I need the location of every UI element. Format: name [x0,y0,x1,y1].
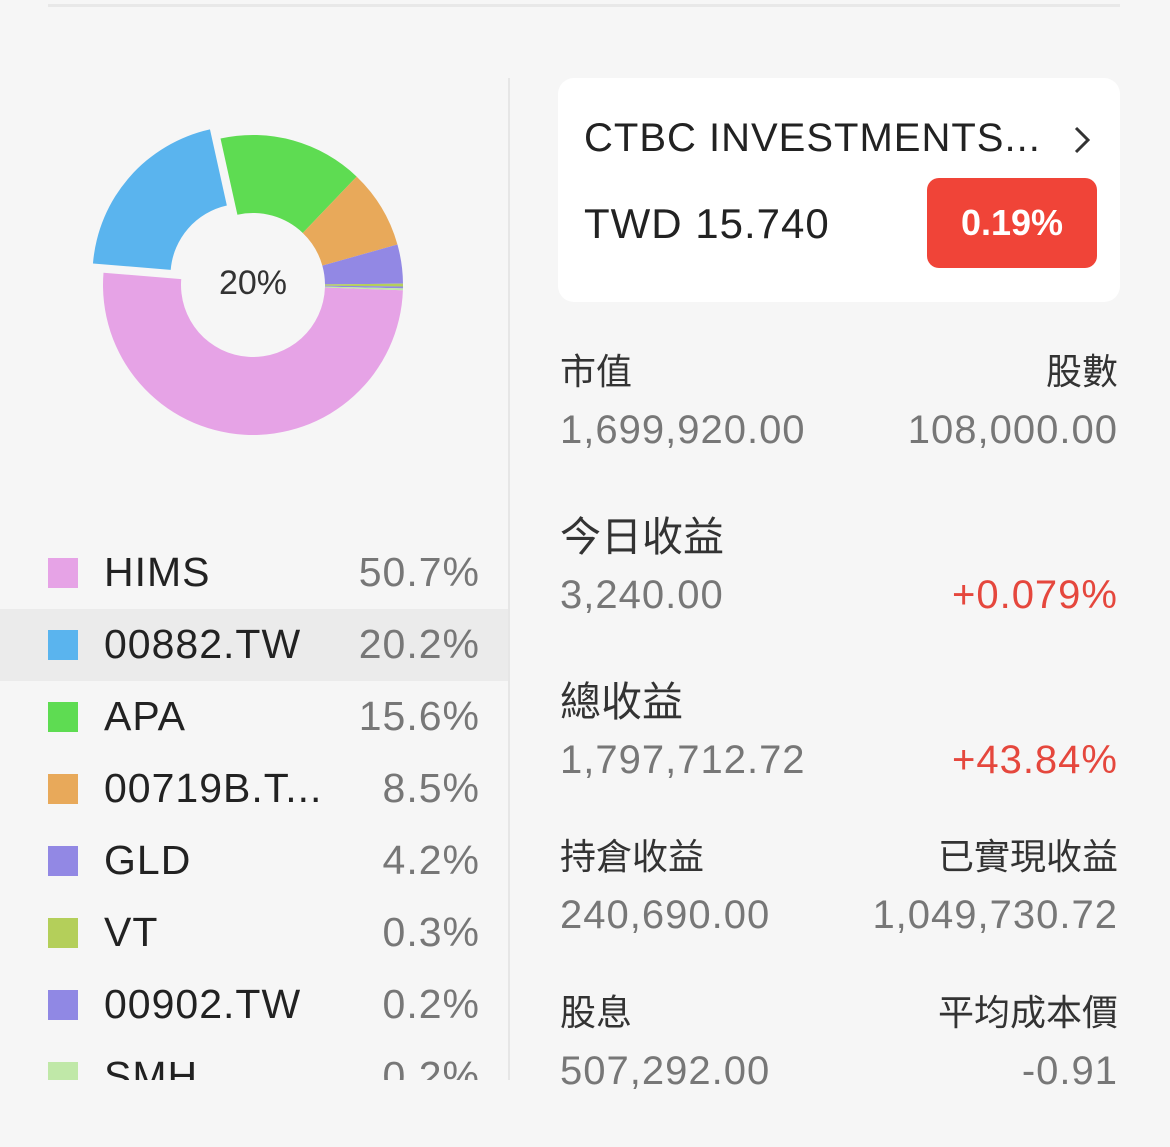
legend-row[interactable]: 00719B.T... 8.5% [0,753,508,825]
legend-percent: 0.2% [382,1053,480,1080]
stat-value: 507,292.00 [560,1049,771,1093]
legend-swatch [48,990,78,1020]
legend-percent: 0.3% [382,909,480,955]
pie-slice [324,286,403,291]
stat-value: +0.079% [951,573,1118,617]
legend-swatch [48,846,78,876]
panel-divider [508,78,510,1080]
legend-row[interactable]: 00902.TW 0.2% [0,969,508,1041]
top-divider [48,4,1120,7]
stat-value: 240,690.00 [560,893,771,937]
legend-swatch [48,702,78,732]
legend-swatch [48,1062,78,1080]
pie-slice [322,244,403,285]
legend-percent: 15.6% [358,693,480,739]
legend-row[interactable]: APA 15.6% [0,681,508,753]
stat-label: 今日收益 [560,514,724,560]
stat-value: 1,049,730.72 [872,893,1118,937]
legend-name: HIMS [104,549,211,595]
legend-name: 00882.TW [104,621,302,667]
stat-label: 總收益 [560,679,683,725]
pie-slice [324,285,403,289]
legend-name: APA [104,693,186,739]
legend-name: 00902.TW [104,981,302,1027]
price: TWD 15.740 [584,200,830,247]
stat-label: 已實現收益 [937,836,1118,877]
stat-value: -0.91 [1021,1049,1118,1093]
legend-name: GLD [104,837,192,883]
legend-row[interactable]: VT 0.3% [0,897,508,969]
stat-value: 1,699,920.00 [560,408,806,452]
pie-slice [302,176,398,266]
legend-percent: 50.7% [358,549,480,595]
donut-chart: 20% [92,129,403,435]
stat-value: +43.84% [951,738,1118,782]
legend-name: 00719B.T... [104,765,323,811]
legend-percent: 20.2% [358,621,480,667]
legend-row[interactable]: SMH 0.2% [0,1041,508,1080]
legend-swatch [48,774,78,804]
legend-swatch [48,630,78,660]
legend-name: VT [104,909,159,955]
pie-slice [324,283,403,287]
security-name: CTBC INVESTMENTS... [584,116,1041,160]
stat-label: 市值 [560,351,633,392]
pie-slice [92,129,227,270]
legend-name: SMH [104,1053,199,1080]
legend-percent: 8.5% [382,765,480,811]
stat-value: 1,797,712.72 [560,738,806,782]
legend-percent: 4.2% [382,837,480,883]
stat-value: 108,000.00 [907,408,1118,452]
chevron [1074,126,1091,154]
change-badge: 0.19% [927,178,1097,268]
legend-row[interactable]: GLD 4.2% [0,825,508,897]
center-label: 20% [219,264,287,302]
legend: HIMS 50.7% 00882.TW 20.2% APA 15.6% 00719B.T..… [0,537,508,1080]
legend-percent: 0.2% [382,981,480,1027]
legend-row[interactable]: 00882.TW 20.2% [0,609,508,681]
stat-label: 股息 [560,992,633,1033]
legend-row[interactable]: HIMS 50.7% [0,537,508,609]
stat-value: 3,240.00 [560,573,724,617]
security-card[interactable]: CTBC INVESTMENTS... TWD 15.740 0.19% [558,78,1120,302]
legend-swatch [48,918,78,948]
stat-label: 持倉收益 [560,836,705,877]
stat-label: 股數 [1045,351,1118,392]
stat-label: 平均成本價 [937,992,1118,1033]
pie-slice [103,272,403,435]
legend-swatch [48,558,78,588]
pie-slice [220,135,357,233]
